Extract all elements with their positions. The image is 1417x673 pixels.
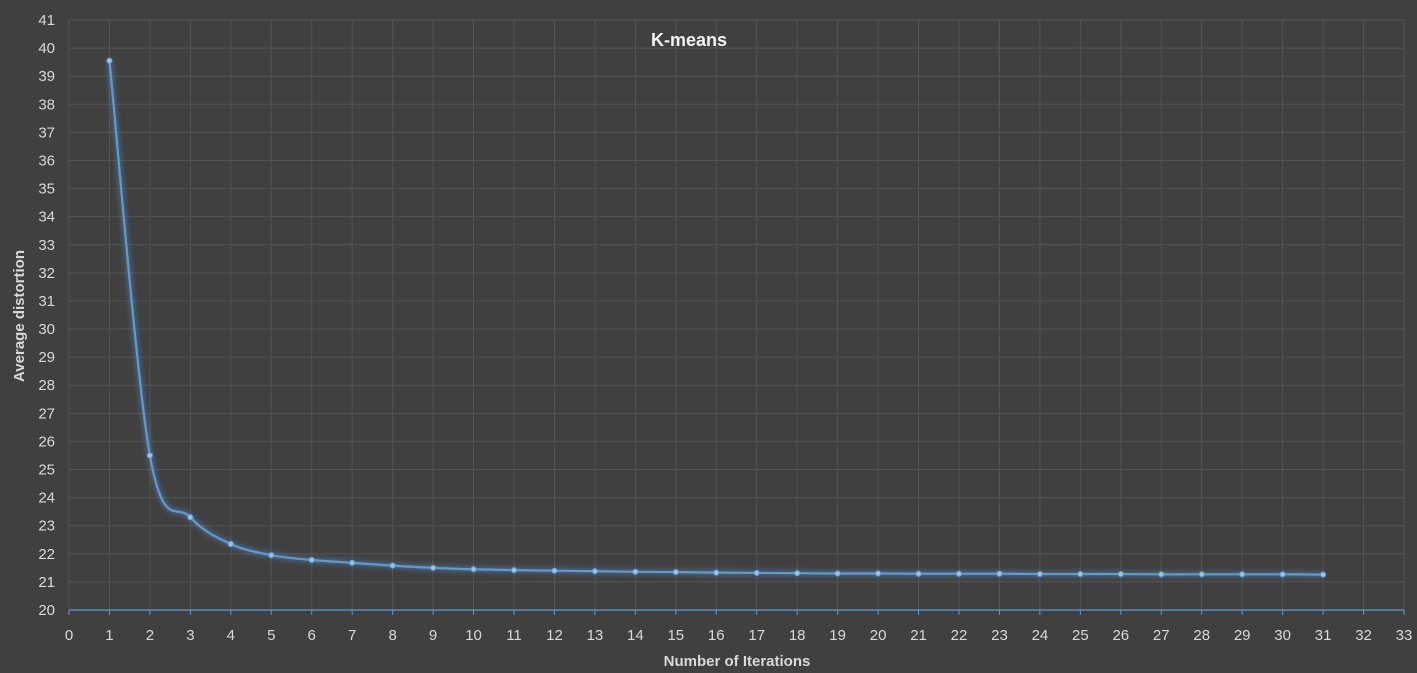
- x-tick-label: 24: [1032, 627, 1049, 644]
- x-tick-label: 5: [267, 627, 275, 644]
- data-point: [429, 564, 437, 571]
- data-point: [470, 566, 477, 573]
- data-point: [1117, 570, 1124, 578]
- data-point: [1158, 571, 1165, 578]
- data-point: [1036, 570, 1044, 578]
- data-point: [753, 569, 760, 577]
- x-tick-label: 19: [829, 627, 846, 644]
- y-tick-label: 41: [38, 12, 55, 29]
- y-tick-label: 36: [38, 152, 55, 169]
- y-tick-label: 27: [38, 405, 55, 422]
- data-point: [308, 556, 315, 564]
- x-tick-label: 33: [1396, 627, 1413, 644]
- data-point: [874, 570, 882, 577]
- y-tick-label: 35: [38, 181, 55, 198]
- data-point: [1077, 570, 1084, 578]
- data-point: [146, 452, 154, 459]
- x-tick-label: 15: [667, 627, 684, 644]
- x-tick-label: 22: [951, 627, 968, 644]
- data-point: [227, 540, 234, 548]
- data-point: [510, 567, 518, 574]
- data-point: [672, 568, 679, 576]
- x-tick-label: 28: [1193, 627, 1210, 644]
- x-tick-label: 3: [186, 627, 194, 644]
- x-tick-label: 27: [1153, 627, 1170, 644]
- data-point: [1279, 571, 1286, 578]
- data-point: [389, 562, 396, 569]
- x-tick-label: 1: [105, 627, 113, 644]
- x-axis-title: Number of Iterations: [664, 653, 811, 670]
- y-tick-label: 32: [38, 265, 55, 282]
- data-point: [996, 570, 1003, 577]
- y-tick-label: 20: [38, 602, 55, 619]
- x-tick-label: 18: [789, 627, 806, 644]
- data-point: [632, 568, 639, 575]
- data-point: [955, 570, 963, 577]
- y-tick-label: 21: [38, 574, 55, 591]
- x-tick-label: 4: [227, 627, 235, 644]
- x-tick-label: 25: [1072, 627, 1089, 644]
- x-tick-label: 12: [546, 627, 563, 644]
- y-tick-label: 29: [38, 349, 55, 366]
- data-point: [591, 568, 599, 575]
- x-tick-label: 13: [587, 627, 604, 644]
- y-tick-label: 24: [38, 490, 55, 507]
- gridlines: [68, 19, 1405, 610]
- x-tick-label: 8: [388, 627, 396, 644]
- data-point: [794, 570, 801, 577]
- x-tick-label: 7: [348, 627, 356, 644]
- y-tick-label: 30: [38, 321, 55, 338]
- x-tick-label: 23: [991, 627, 1008, 644]
- data-point: [551, 567, 558, 574]
- x-tick-label: 29: [1234, 627, 1251, 644]
- labels: 2021222324252627282930313233343536373839…: [38, 12, 1412, 644]
- series-layer: [106, 57, 1327, 578]
- data-point: [1319, 571, 1327, 578]
- x-tick-label: 2: [146, 627, 154, 644]
- x-tick-label: 14: [627, 627, 644, 644]
- data-point: [106, 57, 113, 64]
- x-tick-label: 21: [910, 627, 927, 644]
- x-tick-label: 17: [748, 627, 765, 644]
- data-point: [713, 569, 720, 576]
- y-tick-label: 22: [38, 546, 55, 563]
- data-point: [349, 559, 356, 566]
- chart-title: K-means: [651, 30, 727, 50]
- y-tick-label: 25: [38, 462, 55, 479]
- y-tick-label: 37: [38, 124, 55, 141]
- data-point: [834, 570, 841, 577]
- x-tick-label: 10: [465, 627, 482, 644]
- y-axis-title: Average distortion: [11, 250, 28, 382]
- data-point: [268, 552, 275, 559]
- data-point: [187, 514, 194, 521]
- data-point: [915, 570, 922, 577]
- data-point: [1198, 571, 1205, 578]
- axes: [68, 609, 1405, 615]
- y-tick-label: 23: [38, 518, 55, 535]
- x-tick-label: 9: [429, 627, 437, 644]
- y-tick-label: 33: [38, 237, 55, 254]
- x-tick-label: 32: [1355, 627, 1372, 644]
- y-tick-label: 39: [38, 68, 55, 85]
- x-tick-label: 16: [708, 627, 725, 644]
- x-tick-label: 20: [870, 627, 887, 644]
- y-tick-label: 28: [38, 377, 55, 394]
- x-tick-label: 26: [1112, 627, 1129, 644]
- x-tick-label: 11: [506, 627, 522, 644]
- y-tick-label: 40: [38, 40, 55, 57]
- data-point: [1239, 571, 1246, 578]
- series-line: [108, 60, 1324, 576]
- y-tick-label: 26: [38, 433, 55, 450]
- x-tick-label: 6: [308, 627, 316, 644]
- x-tick-label: 31: [1315, 627, 1332, 644]
- y-tick-label: 38: [38, 96, 55, 113]
- x-tick-label: 30: [1274, 627, 1291, 644]
- y-tick-label: 31: [38, 293, 55, 310]
- x-tick-label: 0: [65, 627, 73, 644]
- y-tick-label: 34: [38, 209, 55, 226]
